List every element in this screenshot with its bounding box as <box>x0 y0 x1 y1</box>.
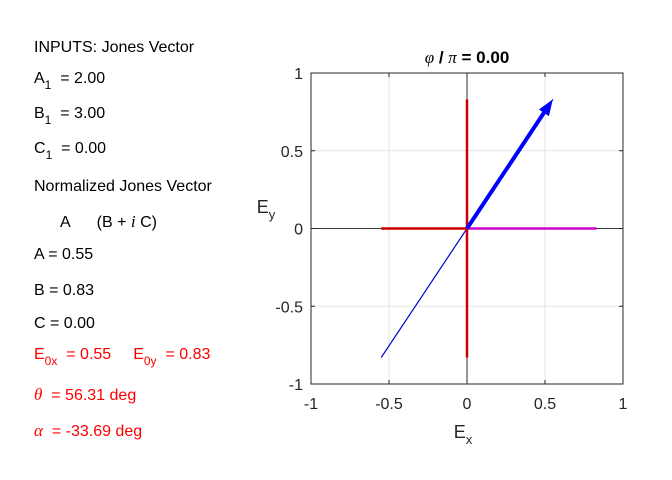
alpha-readout: α = -33.69 deg <box>34 421 143 440</box>
input-b1: B1 = 3.00 <box>34 105 106 127</box>
x-axis-label: Ex <box>454 422 473 447</box>
normalized-heading: Normalized Jones Vector <box>34 178 212 195</box>
series-group <box>380 99 597 358</box>
y-tick-label: -1 <box>289 377 303 394</box>
amplitudes: E0x = 0.55 E0y = 0.83 <box>34 346 211 368</box>
inputs-heading: INPUTS: Jones Vector <box>34 39 195 56</box>
x-tick-label: -0.5 <box>375 396 403 413</box>
x-tick-label: 1 <box>619 396 628 413</box>
x-tick-label: -1 <box>304 396 318 413</box>
x-tick-label: 0 <box>463 396 472 413</box>
ticks: -1 -0.5 0 0.5 1 -1 -0.5 0 0.5 1 <box>275 66 627 413</box>
x-tick-label: 0.5 <box>534 396 556 413</box>
y-tick-label: 0 <box>294 222 303 239</box>
y-tick-label: -0.5 <box>275 299 303 316</box>
y-tick-label: 1 <box>294 66 303 83</box>
normalized-vector: A (B + i C) <box>60 212 157 231</box>
theta-readout: θ = 56.31 deg <box>34 385 137 404</box>
normalized-c: C = 0.00 <box>34 315 95 332</box>
vector-arrow-head <box>538 99 553 117</box>
chart-title: φ / π = 0.00 <box>425 48 510 67</box>
input-a1: A1 = 2.00 <box>34 70 106 92</box>
normalized-a: A = 0.55 <box>34 246 94 263</box>
vector-arrow-shaft <box>465 111 546 230</box>
y-tick-label: 0.5 <box>281 144 303 161</box>
y-axis-label: Ey <box>257 197 276 222</box>
normalized-b: B = 0.83 <box>34 282 95 299</box>
input-c1: C1 = 0.00 <box>34 140 107 162</box>
